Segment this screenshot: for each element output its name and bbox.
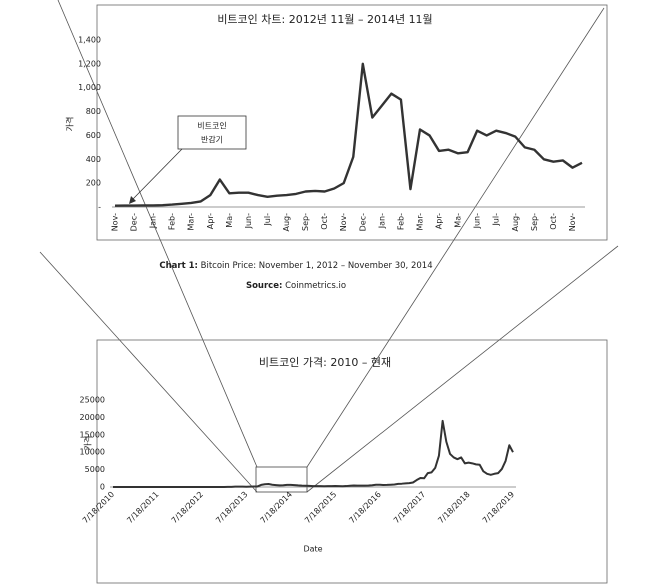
x-axis-label: Date [303,545,322,554]
x-tick-label: Jun- [244,213,253,230]
y-tick-label: 25000 [80,396,105,405]
price-line [113,419,514,488]
x-tick-label: Ma- [454,213,463,228]
x-tick-label: Sep- [301,213,310,231]
caption-label: Chart 1: [159,261,198,271]
price-line [114,62,583,207]
y-axis-label: 가격 [65,117,75,132]
y-tick-label: 15000 [80,430,105,439]
annotation-text: 반감기 [201,135,223,145]
zoom-lines [39,0,619,493]
source-text: Coinmetrics.io [285,281,346,291]
source-label: Source: [246,281,282,291]
x-tick-label: Jan- [377,213,386,229]
x-tick-label: Nov- [568,213,577,231]
y-tick-label: 1,000 [78,83,101,92]
x-tick-label: Ma- [225,213,234,228]
x-tick-label: Jun- [473,213,482,230]
source: Source: Coinmetrics.io [246,281,346,291]
zoom-line [306,7,605,468]
y-tick-label: 0 [100,483,105,492]
annotation-arrow [132,148,183,200]
y-tick-label: 200 [86,179,101,188]
y-tick-label: 10000 [80,448,105,457]
x-tick-label: Dec- [358,213,367,231]
x-tick-label: Jul- [263,213,272,227]
zoom-line [39,251,258,493]
zoom-line [306,245,619,493]
chart-title: 비트코인 차트: 2012년 11월 – 2014년 11월 [217,13,432,26]
chart-frame [96,339,608,584]
x-tick-label: Nov- [339,213,348,231]
chart-title: 비트코인 가격: 2010 – 현재 [259,356,391,369]
caption: Chart 1: Bitcoin Price: November 1, 2012… [159,261,432,271]
x-tick-label: Nov- [111,213,120,231]
x-tick-label: Aug- [511,213,520,232]
x-tick-label: Feb- [168,213,177,230]
x-tick-label: Apr- [206,213,215,229]
y-axis-label: 가격 [83,436,93,451]
y-tick-label: - [98,203,101,212]
x-tick-label: Sep- [530,213,539,231]
arrow-head [129,196,136,204]
annotation-text: 비트코인 [197,121,226,131]
x-tick-label: Jan- [149,213,158,229]
x-tick-label: Oct- [320,213,329,230]
x-tick-label: Feb- [396,213,405,230]
zoom-box [255,466,308,493]
annotation-box [177,115,247,150]
y-tick-label: 1,200 [78,59,101,68]
zoom-line [57,0,258,468]
y-tick-label: 600 [86,131,101,140]
x-tick-label: Oct- [549,213,558,230]
x-tick-label: Mar- [415,213,424,231]
caption-text: Bitcoin Price: November 1, 2012 – Novemb… [201,261,433,271]
x-tick-label: Aug- [282,213,291,232]
x-tick-label: Mar- [187,213,196,231]
y-tick-label: 800 [86,107,101,116]
x-tick-label: Dec- [130,213,139,231]
y-tick-label: 20000 [80,413,105,422]
x-tick-label: Jul- [492,213,501,227]
x-tick-label: Apr- [435,213,444,229]
y-tick-label: 400 [86,155,101,164]
chart-frame [96,4,608,241]
y-tick-label: 5000 [85,465,105,474]
y-tick-label: 1,400 [78,36,101,45]
